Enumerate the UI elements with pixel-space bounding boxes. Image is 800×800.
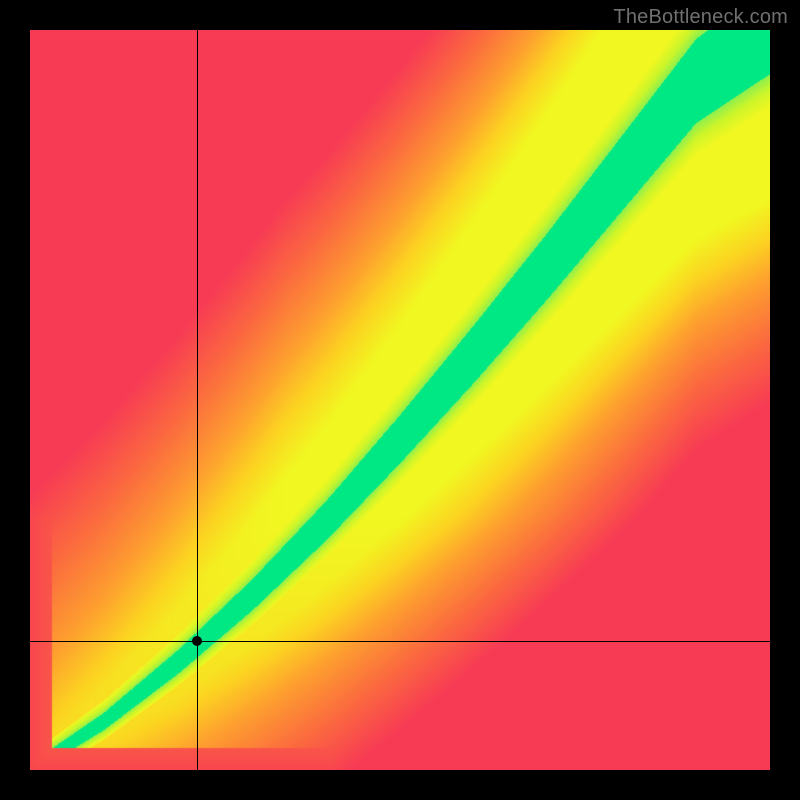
watermark-text: TheBottleneck.com (613, 6, 788, 29)
chart-container: TheBottleneck.com (0, 0, 800, 800)
plot-area (30, 30, 770, 770)
crosshair-marker (192, 636, 202, 646)
crosshair-horizontal (30, 641, 770, 642)
heatmap-canvas (30, 30, 770, 770)
crosshair-vertical (197, 30, 198, 770)
